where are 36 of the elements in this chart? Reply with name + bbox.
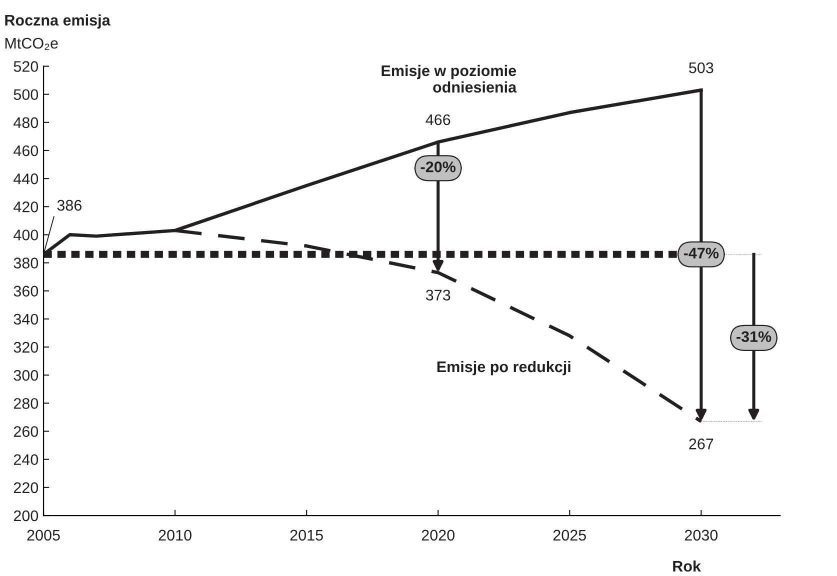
text: Emisje w poziomie odniesienia xyxy=(382,64,517,93)
annotation: 386 xyxy=(57,200,82,211)
y-tick-label: 480 xyxy=(14,117,38,128)
x-tick-label: 2010 xyxy=(158,530,192,541)
annotation: 503 xyxy=(689,62,714,74)
annotation: -20% xyxy=(420,161,456,172)
series-label: Emisje po redukcji xyxy=(437,360,570,376)
y-tick-label: 520 xyxy=(14,61,38,72)
y-tick-label: 220 xyxy=(14,482,38,494)
y-tick-label: 400 xyxy=(14,230,38,240)
annotation: -31% xyxy=(736,331,772,342)
y-tick-label: 240 xyxy=(14,454,38,466)
y-tick-label: 320 xyxy=(14,342,38,353)
annotation: 466 xyxy=(426,114,450,126)
annotation: 267 xyxy=(689,438,714,450)
y-tick-label: 280 xyxy=(14,398,38,409)
x-tick-label: 2030 xyxy=(684,530,718,541)
y-tick-label: 200 xyxy=(14,510,38,522)
x-tick-label: 2015 xyxy=(290,530,323,541)
y-tick-label: 420 xyxy=(14,202,38,212)
annotation: 373 xyxy=(426,290,450,301)
annotation: -47% xyxy=(684,248,719,258)
y-tick-label: 260 xyxy=(14,426,38,437)
y-axis-title: MtCO₂e xyxy=(5,38,58,50)
x-tick-label: 2005 xyxy=(27,530,60,541)
y-tick-label: 360 xyxy=(14,286,38,297)
y-tick-label: 300 xyxy=(14,370,38,381)
y-tick-label: 440 xyxy=(14,173,38,184)
y-tick-label: 500 xyxy=(14,89,38,100)
y-tick-label: 380 xyxy=(14,258,38,268)
x-tick-label: 2025 xyxy=(553,530,586,541)
x-tick-label: 2020 xyxy=(422,530,455,541)
chart-title: Roczna emisja xyxy=(5,14,110,29)
y-tick-label: 460 xyxy=(14,145,38,156)
x-axis-title: Rok xyxy=(673,560,701,572)
y-tick-label: 340 xyxy=(14,314,38,325)
